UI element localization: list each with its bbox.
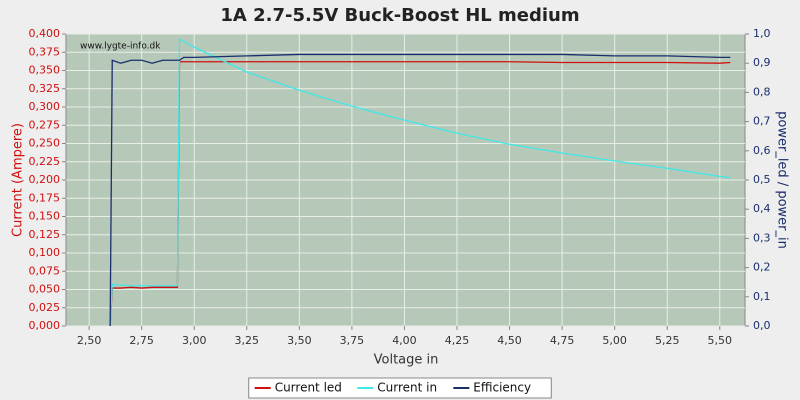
x-tick-label: 3,75 [340,334,365,347]
y-tick-label: 0,350 [29,64,61,77]
series-line [109,53,731,327]
x-axis-label: Voltage in [374,353,439,368]
x-tick-label: 5,25 [655,334,680,347]
x-tick-label: 3,50 [287,334,312,347]
y-tick-label: 0,400 [29,27,61,40]
y2-tick-label: 1,0 [753,27,771,40]
y2-tick-label: 0,1 [753,290,771,303]
y-tick-label: 0,300 [29,100,61,113]
x-tick-label: 5,50 [708,334,733,347]
y2-tick-label: 0,8 [753,85,771,98]
y-tick-label: 0,250 [29,137,61,150]
x-tick-label: 4,75 [550,334,575,347]
y-tick-label: 0,000 [29,319,61,332]
y2-tick-label: 0,2 [753,261,771,274]
y-tick-label: 0,075 [29,264,61,277]
y2-tick-label: 0,4 [753,202,771,215]
x-tick-label: 4,50 [497,334,522,347]
x-tick-label: 5,00 [602,334,627,347]
legend-label: Efficiency [473,381,531,395]
y-tick-label: 0,275 [29,118,61,131]
y-tick-label: 0,375 [29,45,61,58]
y2-tick-label: 0,6 [753,144,771,157]
legend-label: Current in [377,381,437,395]
y-tick-label: 0,100 [29,246,61,259]
x-tick-label: 4,00 [392,334,417,347]
legend-box [248,377,552,399]
y2-axis-label: power_led / power_in [775,111,790,249]
y2-tick-label: 0,9 [753,56,771,69]
y-tick-label: 0,225 [29,155,61,168]
chart-title: 1A 2.7-5.5V Buck-Boost HL medium [220,5,579,26]
x-tick-label: 3,00 [182,334,207,347]
y2-tick-label: 0,0 [753,319,771,332]
y2-tick-label: 0,7 [753,115,771,128]
y-tick-label: 0,025 [29,301,61,314]
y-tick-label: 0,050 [29,283,61,296]
annotation: www.lygte-info.dk [80,42,161,52]
x-tick-label: 2,50 [77,334,102,347]
y2-tick-label: 0,5 [753,173,771,186]
x-tick-label: 3,25 [235,334,260,347]
y-tick-label: 0,175 [29,191,61,204]
y-tick-label: 0,325 [29,82,61,95]
y2-tick-label: 0,3 [753,231,771,244]
x-tick-label: 4,25 [445,334,470,347]
series-line [109,38,731,327]
legend-label: Current led [275,381,342,395]
y-tick-label: 0,200 [29,173,61,186]
y-axis-label: Current (Ampere) [11,123,26,237]
y-tick-label: 0,125 [29,228,61,241]
y-tick-label: 0,150 [29,210,61,223]
x-tick-label: 2,75 [129,334,154,347]
series-line [109,61,731,327]
legend: Current led Current in Efficiency [248,377,552,399]
